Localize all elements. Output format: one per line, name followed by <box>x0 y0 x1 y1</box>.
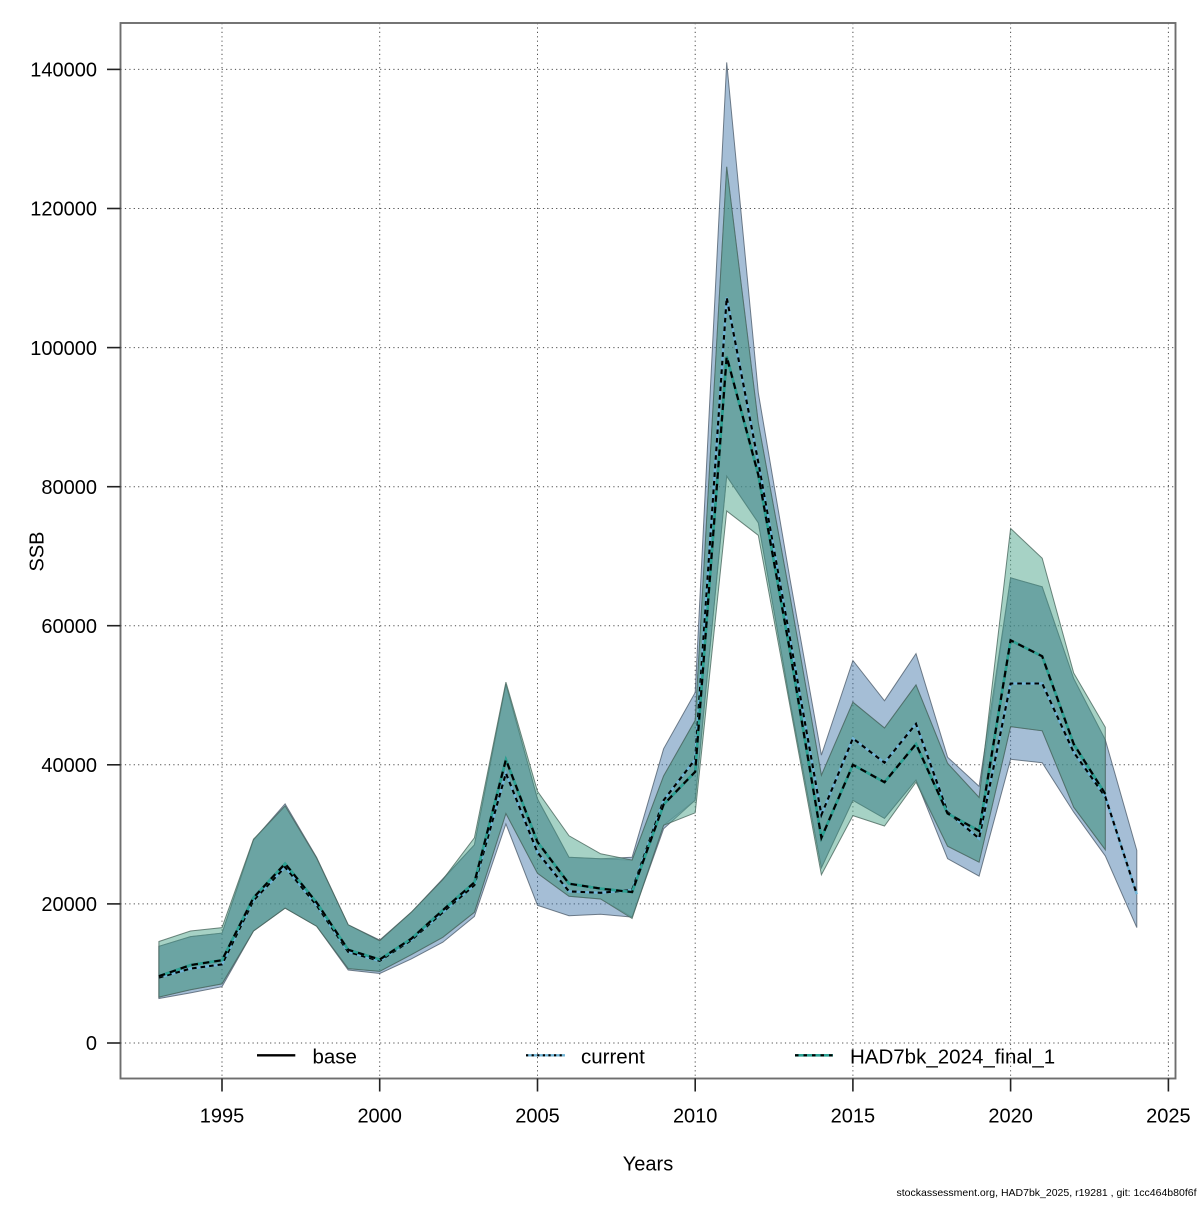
svg-text:Years: Years <box>623 1154 673 1176</box>
svg-text:2010: 2010 <box>673 1106 718 1128</box>
svg-text:1995: 1995 <box>200 1106 245 1128</box>
svg-text:120000: 120000 <box>30 199 97 221</box>
svg-text:HAD7bk_2024_final_1: HAD7bk_2024_final_1 <box>850 1045 1055 1068</box>
svg-text:80000: 80000 <box>41 477 97 499</box>
svg-text:base: base <box>313 1045 357 1068</box>
svg-text:2015: 2015 <box>831 1106 876 1128</box>
svg-text:2005: 2005 <box>515 1106 560 1128</box>
svg-text:current: current <box>581 1045 645 1068</box>
svg-text:0: 0 <box>86 1033 97 1055</box>
svg-text:2000: 2000 <box>357 1106 402 1128</box>
svg-text:20000: 20000 <box>41 894 97 916</box>
svg-text:2025: 2025 <box>1146 1106 1191 1128</box>
svg-text:2020: 2020 <box>988 1106 1033 1128</box>
svg-text:60000: 60000 <box>41 616 97 638</box>
svg-text:40000: 40000 <box>41 755 97 777</box>
svg-text:stockassessment.org, HAD7bk_20: stockassessment.org, HAD7bk_2025, r19281… <box>896 1187 1196 1199</box>
svg-text:140000: 140000 <box>30 60 97 82</box>
svg-text:100000: 100000 <box>30 338 97 360</box>
svg-text:SSB: SSB <box>27 531 49 571</box>
